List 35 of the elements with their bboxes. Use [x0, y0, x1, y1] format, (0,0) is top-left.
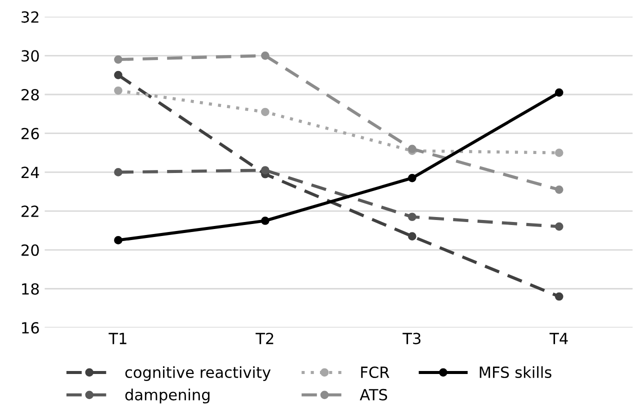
y-tick-label: 26	[22, 128, 39, 140]
point	[554, 148, 564, 157]
legend-label: ATS	[360, 388, 388, 400]
point	[261, 216, 270, 225]
y-tick-label: 32	[22, 11, 38, 23]
point	[554, 186, 564, 194]
x-tick-label: T2	[256, 332, 274, 344]
point	[114, 236, 122, 244]
point	[554, 222, 564, 231]
y-tick-label: 28	[22, 88, 39, 101]
point	[114, 55, 122, 64]
y-tick-label: 18	[22, 283, 39, 295]
point	[408, 212, 416, 222]
point	[554, 292, 564, 301]
point	[408, 174, 416, 182]
point	[114, 86, 122, 95]
point	[114, 70, 122, 80]
point	[261, 108, 270, 116]
y-tick-label: 30	[22, 50, 39, 62]
y-tick-label: 16	[22, 322, 39, 334]
legend-label: cognitive reactivity	[125, 366, 271, 381]
point	[554, 88, 564, 97]
legend-label: FCR	[361, 366, 390, 378]
point	[261, 166, 270, 174]
point	[261, 51, 270, 60]
y-tick-label: 20	[22, 244, 39, 256]
legend-label: MFS skills	[480, 366, 552, 378]
y-tick-label: 22	[22, 206, 38, 217]
point	[408, 232, 416, 240]
y-tick-label: 24	[22, 166, 40, 178]
x-tick-label: T1	[108, 332, 126, 344]
x-tick-label: T3	[402, 332, 420, 344]
point	[114, 168, 122, 176]
legend-label: dampening	[125, 388, 210, 404]
x-tick-label: T4	[550, 332, 568, 344]
